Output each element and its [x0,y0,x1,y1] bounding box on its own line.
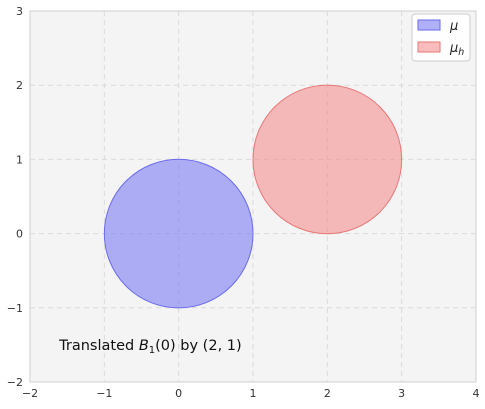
x-tick-label-2: 0 [175,387,182,400]
annotation-b: B [139,338,149,354]
x-tick-label-6: 4 [473,387,480,400]
y-tick-label-2: 0 [16,228,23,241]
legend-swatch-mu-h [417,41,441,53]
annotation-text: Translated B1(0) by (2, 1) [58,338,242,356]
y-tick-label-4: 2 [16,79,23,92]
disk-mu [103,158,254,309]
disk-mu-h [252,84,403,235]
legend-label-mu-h: μh [449,41,464,58]
x-tick-label-1: −1 [96,387,112,400]
x-tick-label-5: 3 [398,387,405,400]
tick-labels: −2 −1 0 1 2 3 4 −2 −1 0 1 2 3 [7,5,480,400]
disks [103,84,403,309]
y-tick-label-1: −1 [7,302,23,315]
y-tick-label-3: 1 [16,153,23,166]
legend-label-mu: μ [449,19,458,34]
y-tick-label-0: −2 [7,376,23,389]
annotation-suffix: (0) by (2, 1) [155,338,242,354]
legend-swatch-mu [417,19,441,31]
annotation-prefix: Translated [58,338,139,354]
x-tick-label-4: 2 [324,387,331,400]
legend: μ μh [411,13,471,62]
x-tick-label-3: 1 [250,387,257,400]
x-tick-label-0: −2 [22,387,38,400]
y-tick-label-5: 3 [16,5,23,18]
annotation-subscript: 1 [149,345,155,356]
